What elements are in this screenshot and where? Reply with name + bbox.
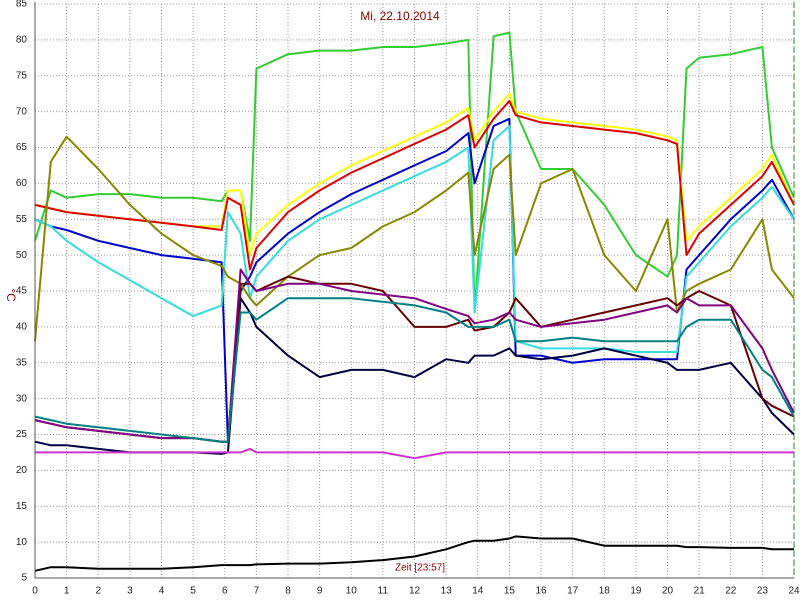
x-tick-label: 3 — [127, 586, 133, 597]
x-tick-label: 5 — [190, 586, 196, 597]
x-tick-label: 18 — [599, 586, 611, 597]
y-tick-label: 45 — [16, 286, 28, 297]
x-tick-label: 24 — [788, 586, 800, 597]
x-tick-label: 19 — [630, 586, 642, 597]
series-line — [34, 125, 795, 353]
y-tick-label: 75 — [16, 70, 28, 81]
y-tick-label: 65 — [16, 142, 28, 153]
x-tick-label: 13 — [441, 586, 453, 597]
x-tick-label: 1 — [64, 586, 70, 597]
chart-title: Mi, 22.10.2014 — [360, 9, 440, 23]
x-tick-label: 16 — [535, 586, 547, 597]
y-tick-label: 60 — [16, 178, 28, 189]
x-tick-label: 4 — [159, 586, 165, 597]
series-line — [34, 297, 795, 443]
x-axis-label: Zeit [23:57] — [395, 563, 445, 574]
x-tick-label: 8 — [285, 586, 291, 597]
series-line — [34, 268, 795, 443]
y-tick-label: 35 — [16, 357, 28, 368]
y-tick-label: 15 — [16, 501, 28, 512]
x-tick-label: 22 — [725, 586, 737, 597]
x-tick-label: 11 — [378, 586, 389, 597]
plot-lines — [34, 31, 795, 572]
x-tick-label: 7 — [254, 586, 260, 597]
x-tick-label: 15 — [504, 586, 516, 597]
x-tick-label: 9 — [317, 586, 323, 597]
y-tick-label: 25 — [16, 429, 28, 440]
x-tick-label: 21 — [694, 586, 706, 597]
y-tick-label: 50 — [16, 250, 28, 261]
x-tick-label: 0 — [32, 586, 38, 597]
x-tick-label: 12 — [409, 586, 421, 597]
x-tick-label: 17 — [567, 586, 579, 597]
y-tick-label: 30 — [16, 393, 28, 404]
x-tick-label: 10 — [346, 586, 358, 597]
y-tick-label: 20 — [16, 465, 28, 476]
y-tick-label: 70 — [16, 106, 28, 117]
y-tick-label: 5 — [21, 573, 27, 584]
x-tick-label: 23 — [757, 586, 769, 597]
series-line — [34, 31, 795, 314]
x-tick-label: 6 — [222, 586, 228, 597]
series-line — [34, 135, 795, 342]
x-tick-label: 20 — [662, 586, 674, 597]
y-tick-label: 55 — [16, 214, 28, 225]
x-tick-label: 14 — [472, 586, 484, 597]
series-line — [34, 99, 795, 271]
y-tick-label: 85 — [16, 0, 28, 10]
x-tick-label: 2 — [95, 586, 101, 597]
y-tick-label: 40 — [16, 322, 28, 333]
y-tick-label: 80 — [16, 35, 28, 46]
y-axis-label: °C — [4, 288, 18, 302]
y-tick-label: 10 — [16, 537, 28, 548]
series-line — [34, 535, 794, 572]
series-line — [35, 447, 794, 460]
